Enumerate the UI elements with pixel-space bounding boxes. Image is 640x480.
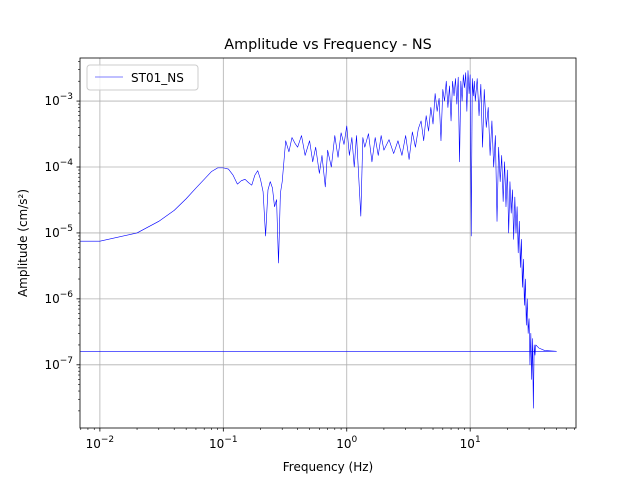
plot-area [80, 58, 576, 428]
x-tick-label: 10−1 [209, 435, 238, 451]
y-tick-label: 10−5 [44, 224, 73, 240]
legend: ST01_NS [86, 64, 199, 91]
x-tick-label: 101 [460, 435, 481, 451]
y-axis: 10−7 10−6 10−5 10−4 10−3 [44, 61, 80, 412]
x-tick-label: 10−2 [86, 435, 115, 451]
y-tick-label: 10−6 [44, 290, 73, 306]
y-axis-title: Amplitude (cm/s²) [16, 189, 30, 297]
x-tick-label: 100 [336, 435, 357, 451]
x-axis: 10−2 10−1 100 101 [80, 428, 575, 451]
legend-label: ST01_NS [131, 71, 184, 85]
legend-box [86, 64, 199, 91]
x-axis-title: Frequency (Hz) [283, 460, 374, 474]
chart-title: Amplitude vs Frequency - NS [224, 37, 432, 53]
y-tick-label: 10−4 [44, 158, 73, 174]
y-tick-label: 10−3 [44, 92, 73, 108]
series-line-ST01_NS [80, 70, 557, 409]
series-layer [80, 70, 557, 409]
y-tick-label: 10−7 [44, 356, 73, 372]
